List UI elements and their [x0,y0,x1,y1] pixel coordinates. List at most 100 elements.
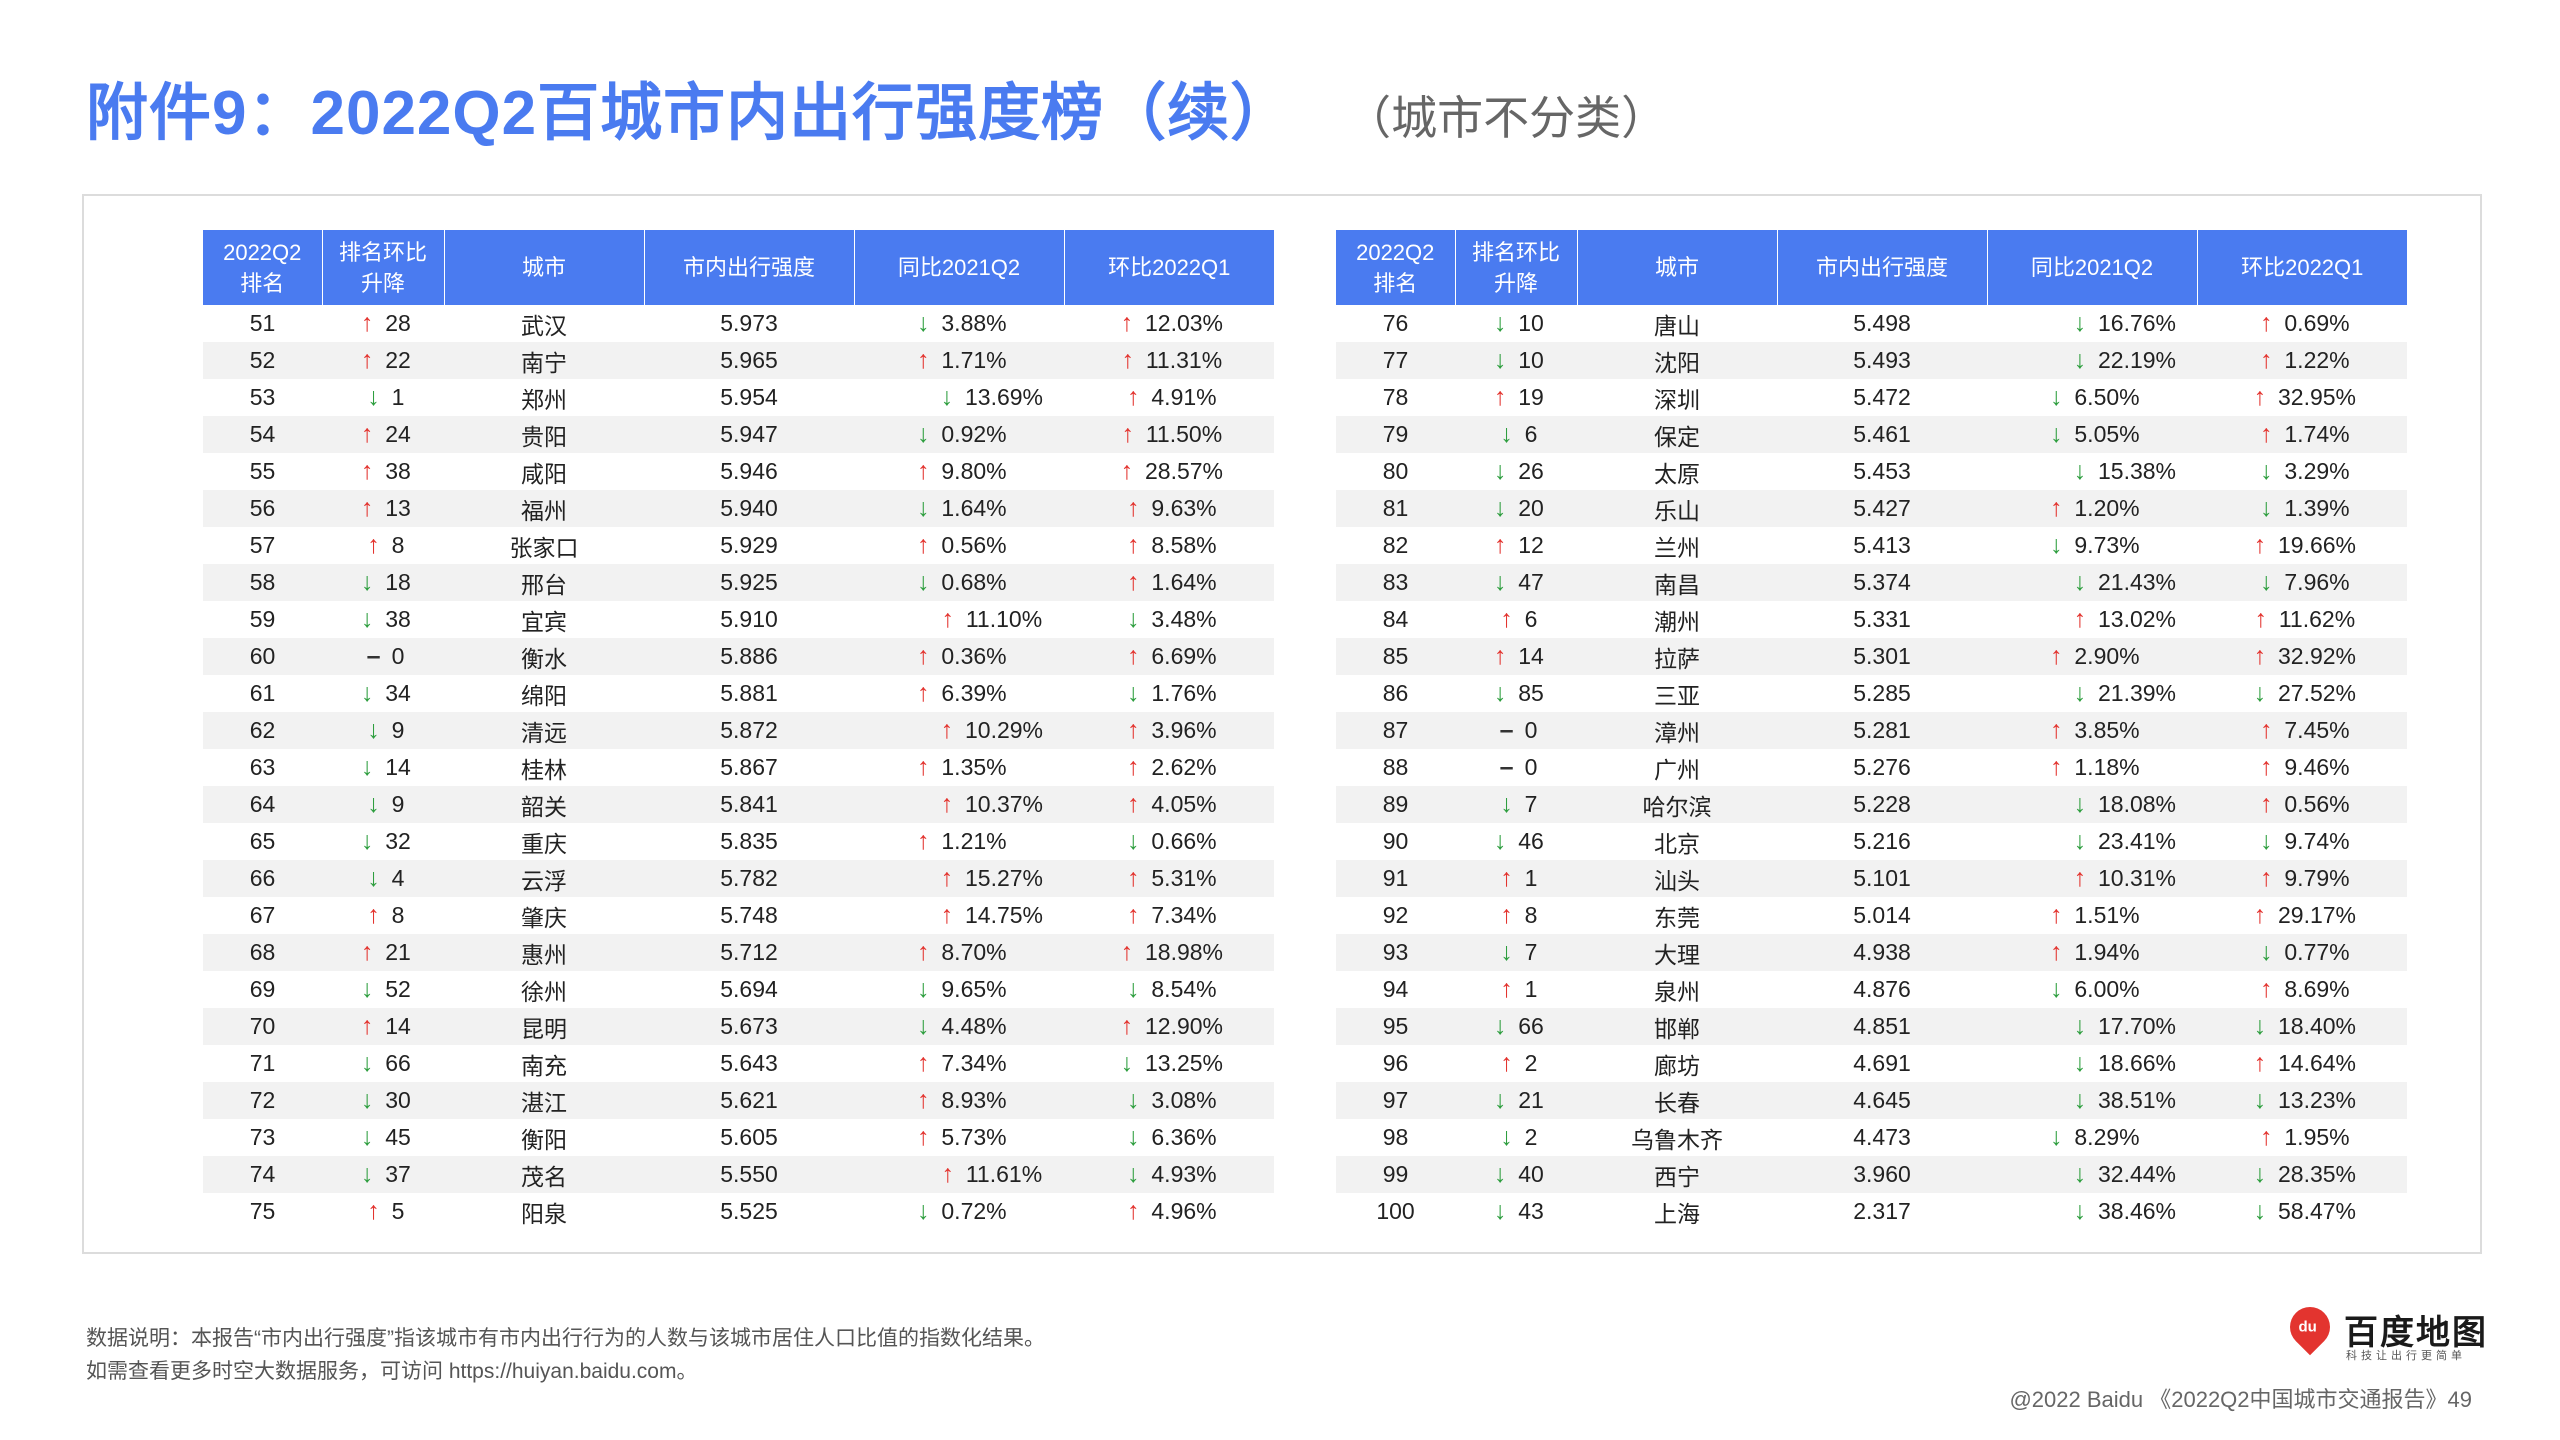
cell-yoy: ↑ 15.27% [854,860,1064,897]
cell-city: 徐州 [521,978,567,1005]
cell-rank-change: ↓ 30 [322,1082,444,1119]
cell-rank: 54 [203,416,322,453]
arrow-up-icon: ↑ [1127,531,1140,559]
arrow-down-icon: ↓ [360,568,374,596]
arrow-up-icon: ↑ [1493,383,1507,411]
rank-change-value: 20 [1518,495,1544,521]
tables-panel: 2022Q2 排名 排名环比 升降 城市 市内出行强度 同比2021Q2 环比202… [82,194,2482,1254]
cell-intensity: 5.281 [1777,712,1987,749]
data-note: 数据说明：本报告“市内出行强度”指该城市有市内出行行为的人数与该城市居住人口比值… [86,1327,1045,1350]
cell-intensity: 5.374 [1777,564,1987,601]
cell-intensity: 5.285 [1853,680,1911,706]
header-rank-change: 排名环比 升降 [1455,230,1578,305]
cell-rank-change: ↓ 18 [322,564,444,601]
cell-yoy: ↓ 22.19% [1987,342,2197,379]
rank-change-value: 40 [1518,1161,1544,1187]
arrow-up-icon: ↑ [1127,716,1140,744]
arrow-down-icon: ↓ [1493,1086,1507,1114]
cell-rank-change: ↓ 9 [322,786,444,823]
yoy-value: 0.56% [941,532,1007,558]
cell-city: 阳泉 [521,1200,567,1227]
arrow-down-icon: ↓ [2260,938,2273,966]
qoq-value: 32.92% [2277,643,2356,669]
rank-change-value: 66 [1518,1013,1544,1039]
arrow-down-icon: ↓ [2073,1160,2087,1188]
arrow-down-icon: ↓ [2073,1086,2087,1114]
table-row: 95 ↓ 66 邯郸 4.851 ↓ 17.70% ↓ 18.40% [1336,1008,2407,1045]
cell-qoq: ↓ 8.54% [1064,971,1274,1008]
yoy-value: 3.85% [2074,717,2140,743]
cell-qoq: ↑ 7.45% [2197,712,2407,749]
cell-intensity: 5.748 [720,902,778,928]
cell-rank: 94 [1382,976,1409,1002]
yoy-value: 9.73% [2074,532,2140,558]
arrow-down-icon: ↓ [1127,679,1140,707]
cell-yoy: ↑ 11.61% [854,1156,1064,1193]
arrow-up-icon: ↑ [2253,642,2267,670]
cell-rank-change: ↓ 14 [322,749,444,786]
cell-city: 唐山 [1654,312,1700,339]
rank-change-value: 45 [385,1124,411,1150]
table-row: 61 ↓ 34 绵阳 5.881 ↑ 6.39% ↓ 1.76% [203,675,1274,712]
table-row: 86 ↓ 85 三亚 5.285 ↓ 21.39% ↓ 27.52% [1336,675,2407,712]
cell-yoy: ↑ 1.94% [1987,934,2197,971]
arrow-down-icon: ↓ [1493,457,1507,485]
rank-change-value: 0 [391,643,405,669]
arrow-down-icon: ↓ [1493,346,1507,374]
arrow-down-icon: ↓ [1493,1160,1507,1188]
cell-city: 惠州 [444,934,644,971]
rank-change-value: 37 [385,1161,411,1187]
cell-yoy: ↓ 17.70% [1987,1008,2197,1045]
qoq-value: 1.64% [1151,569,1217,595]
qoq-value: 1.76% [1151,680,1217,706]
table-row: 73 ↓ 45 衡阳 5.605 ↑ 5.73% ↓ 6.36% [203,1119,1274,1156]
cell-yoy: ↓ 16.76% [1987,305,2197,342]
table-row: 56 ↑ 13 福州 5.940 ↓ 1.64% ↑ 9.63% [203,490,1274,527]
cell-rank-change: ↑ 6 [1455,601,1577,638]
arrow-down-icon: ↓ [1127,1086,1140,1114]
cell-yoy: ↓ 5.05% [1987,416,2197,453]
cell-intensity: 3.960 [1777,1156,1987,1193]
data-service-note: 如需查看更多时空大数据服务，可访问 https://huiyan.baidu.c… [86,1360,698,1383]
cell-yoy: ↑ 10.37% [854,786,1064,823]
arrow-up-icon: ↑ [2253,1049,2267,1077]
arrow-up-icon: ↑ [2050,938,2063,966]
rank-change-value: 0 [1524,717,1538,743]
cell-rank: 88 [1382,754,1409,780]
cell-rank: 60 [203,638,322,675]
yoy-value: 10.37% [964,791,1043,817]
rank-change-value: 21 [1518,1087,1544,1113]
cell-qoq: ↑ 0.56% [2197,786,2407,823]
cell-rank-change: ↓ 10 [1455,342,1577,379]
cell-city: 保定 [1577,416,1777,453]
qoq-value: 8.58% [1151,532,1217,558]
cell-rank-change: ↓ 21 [1455,1082,1577,1119]
cell-rank-change: ↓ 46 [1455,823,1577,860]
cell-city: 湛江 [444,1082,644,1119]
cell-rank: 87 [1336,712,1455,749]
yoy-value: 1.64% [941,495,1007,521]
cell-yoy: ↓ 18.66% [1987,1045,2197,1082]
cell-intensity: 5.331 [1853,606,1911,632]
arrow-down-icon: ↓ [367,716,380,744]
cell-yoy: ↑ 10.31% [1987,860,2197,897]
cell-city: 衡水 [444,638,644,675]
header-qoq: 环比2022Q1 [1064,230,1274,305]
cell-yoy: ↑ 1.21% [854,823,1064,860]
cell-rank: 66 [203,860,322,897]
arrow-down-icon: ↓ [2050,383,2063,411]
arrow-up-icon: ↑ [2050,494,2063,522]
cell-yoy: ↓ 15.38% [1987,453,2197,490]
arrow-up-icon: ↑ [1493,642,1507,670]
cell-rank: 83 [1336,564,1455,601]
arrow-down-icon: ↓ [360,1123,374,1151]
cell-yoy: ↓ 4.48% [854,1008,1064,1045]
rank-change-value: 46 [1518,828,1544,854]
cell-qoq: ↓ 4.93% [1064,1156,1274,1193]
cell-intensity: 2.317 [1853,1198,1911,1224]
qoq-value: 8.69% [2284,976,2350,1002]
arrow-down-icon: ↓ [2073,1012,2087,1040]
cell-yoy: ↑ 8.93% [854,1082,1064,1119]
cell-intensity: 5.605 [720,1124,778,1150]
cell-intensity: 5.841 [644,786,854,823]
